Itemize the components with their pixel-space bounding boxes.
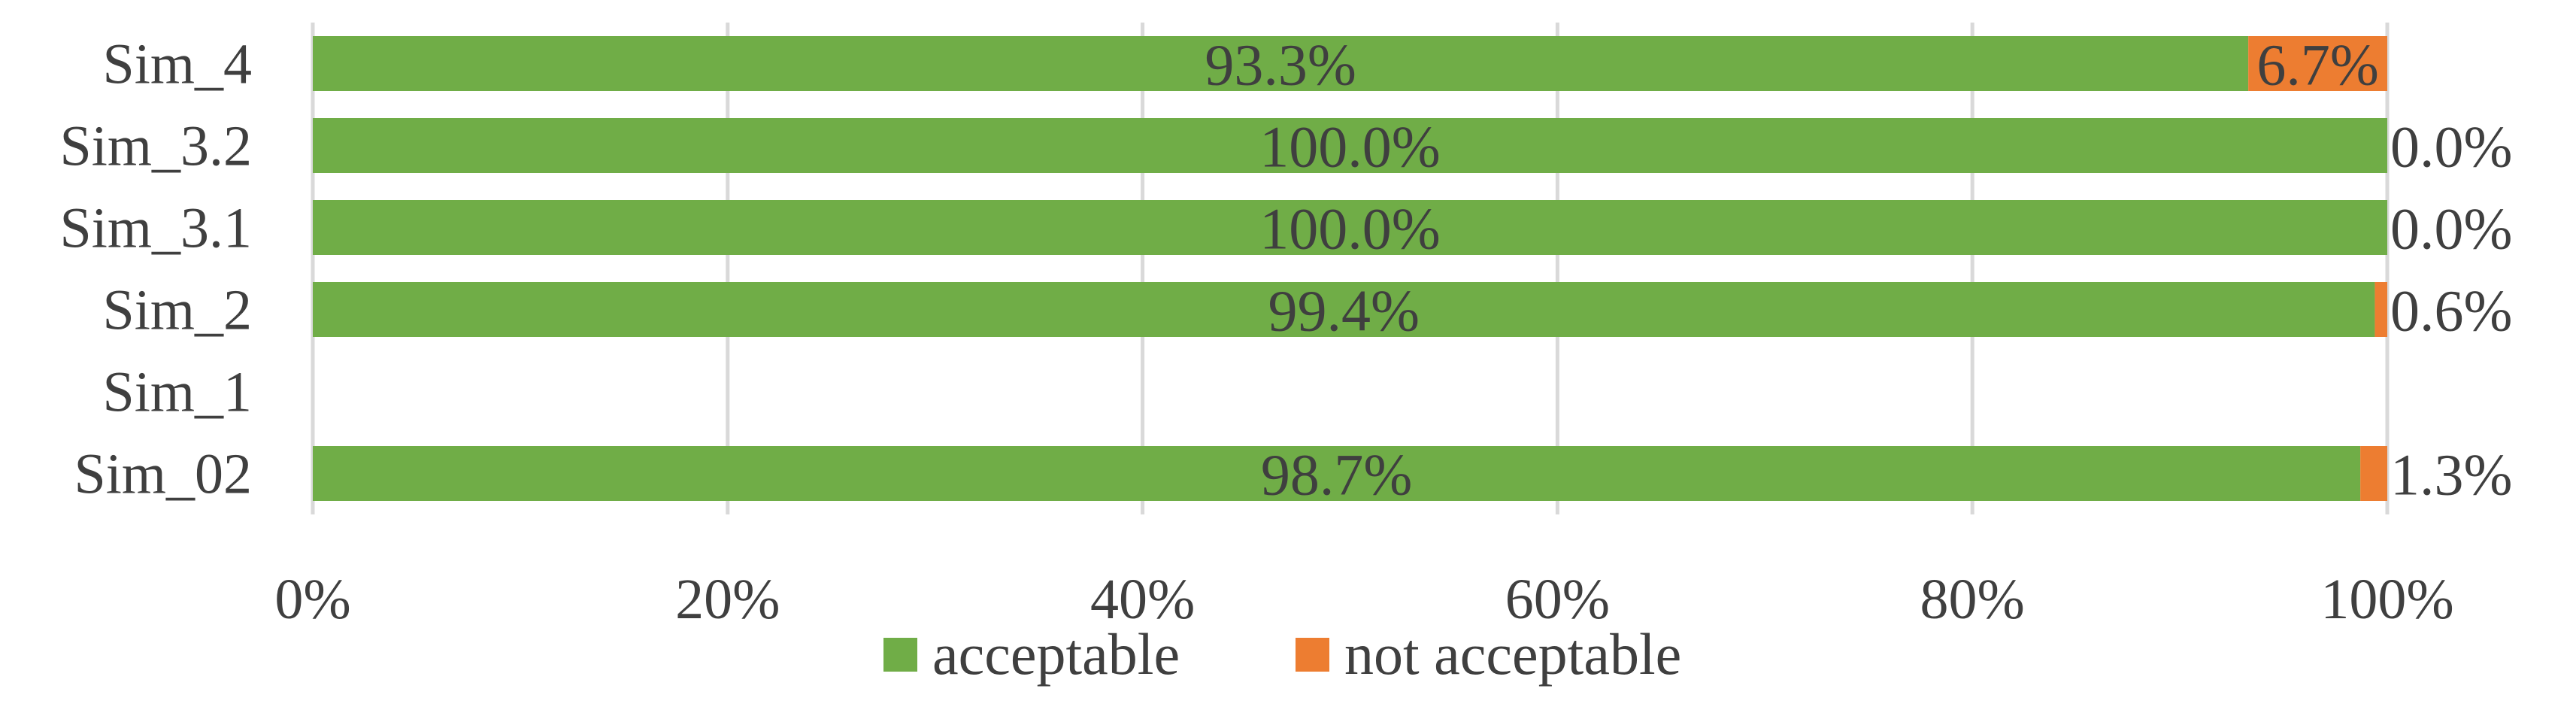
x-tick-label: 0% [274, 568, 350, 631]
x-tick-label: 20% [675, 568, 780, 631]
x-tick-label: 80% [1920, 568, 2025, 631]
bar-acceptable[interactable] [313, 446, 2361, 501]
bar-acceptable[interactable] [313, 36, 2249, 91]
data-label: 93.3% [1205, 32, 1356, 98]
category-label: Sim_02 [74, 443, 253, 506]
category-label: Sim_4 [103, 33, 253, 96]
category-label: Sim_2 [103, 279, 253, 342]
bar-acceptable[interactable] [313, 118, 2387, 173]
category-axis: Sim_4 Sim_3.2 Sim_3.1 Sim_2 Sim_1 Sim_02 [60, 33, 253, 506]
data-label: 0.0% [2390, 196, 2512, 262]
bar-not-acceptable[interactable] [2248, 36, 2387, 91]
x-tick-label: 40% [1090, 568, 1195, 631]
data-labels: 93.3% 6.7% 100.0% 0.0% 100.0% 0.0% 99.4% 0.6% 98… [1205, 32, 2512, 508]
bar-not-acceptable[interactable] [2360, 446, 2387, 501]
data-label: 1.3% [2390, 442, 2512, 508]
data-label: 100.0% [1259, 114, 1440, 180]
data-label: 6.7% [2256, 32, 2378, 98]
bar-acceptable[interactable] [313, 282, 2375, 337]
legend-label[interactable]: acceptable [932, 621, 1180, 687]
data-label: 100.0% [1259, 196, 1440, 262]
category-label: Sim_3.1 [60, 197, 253, 260]
category-label: Sim_1 [103, 361, 253, 424]
bars [313, 36, 2387, 501]
data-label: 99.4% [1268, 278, 1419, 344]
legend[interactable]: acceptable not acceptable [883, 621, 1681, 687]
bar-not-acceptable[interactable] [2374, 282, 2387, 337]
data-label: 0.6% [2390, 278, 2512, 344]
data-label: 0.0% [2390, 114, 2512, 180]
grid [311, 23, 2390, 514]
bar-acceptable[interactable] [313, 200, 2387, 255]
x-tick-label: 60% [1505, 568, 1610, 631]
category-label: Sim_3.2 [60, 115, 253, 178]
legend-label[interactable]: not acceptable [1344, 621, 1681, 687]
data-label: 98.7% [1261, 442, 1412, 508]
legend-swatch [1296, 638, 1329, 672]
legend-swatch [883, 638, 917, 672]
value-axis: 0% 20% 40% 60% 80% 100% [274, 568, 2453, 631]
x-tick-label: 100% [2320, 568, 2453, 631]
